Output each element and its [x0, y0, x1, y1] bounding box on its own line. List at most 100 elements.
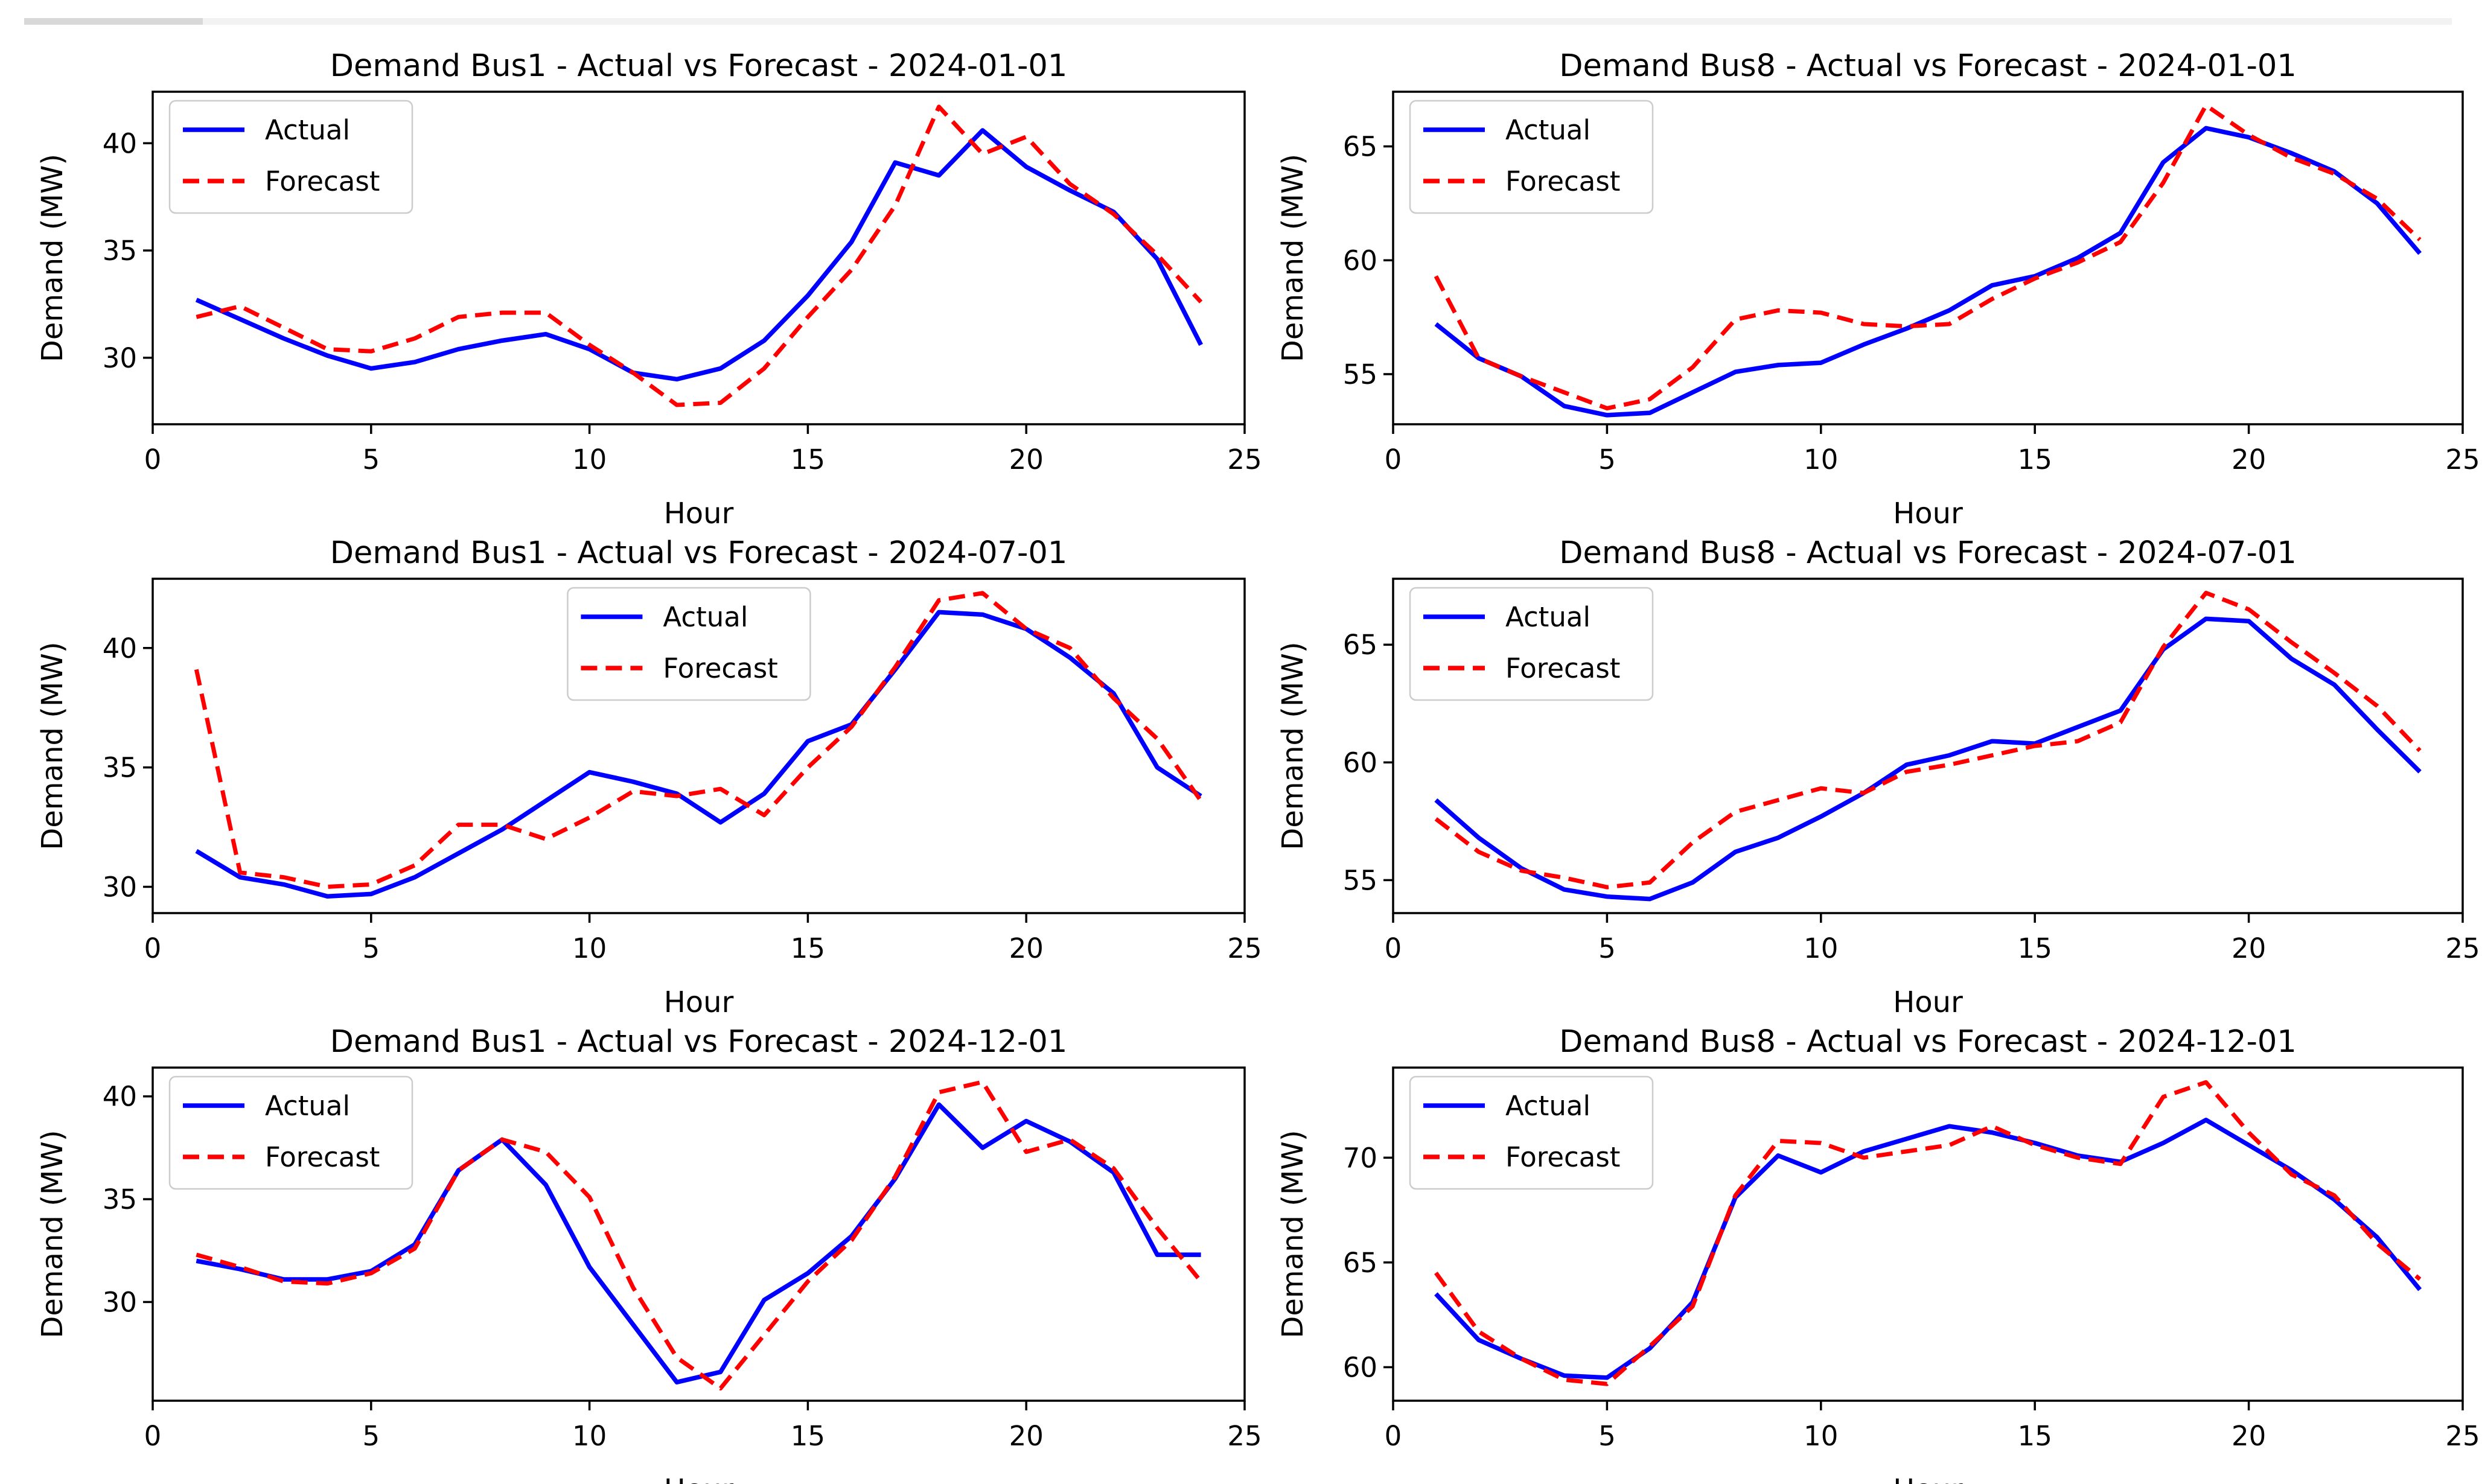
y-axis-label: Demand (MW) [36, 1130, 69, 1338]
forecast-line [196, 1080, 1203, 1391]
chart-demand-bus8-actual-vs-forecast-2024-07-01: Demand Bus8 - Actual vs Forecast - 2024-… [1276, 535, 2480, 1019]
x-tick-label: 5 [362, 444, 380, 476]
legend-actual-label: Actual [1505, 114, 1590, 146]
plot-border [1392, 91, 2464, 425]
y-tick-label: 30 [103, 1286, 137, 1318]
chart-title: Demand Bus8 - Actual vs Forecast - 2024-… [1559, 1024, 2297, 1060]
chart-title: Demand Bus1 - Actual vs Forecast - 2024-… [330, 48, 1068, 84]
y-axis-label: Demand (MW) [36, 154, 69, 362]
y-tick-label: 70 [1343, 1142, 1377, 1174]
forecast-line [1434, 590, 2422, 890]
x-axis-label: Hour [664, 986, 734, 1019]
y-tick-label: 30 [103, 871, 137, 903]
y-tick-label: 55 [1343, 864, 1377, 896]
chart-title: Demand Bus8 - Actual vs Forecast - 2024-… [1559, 48, 2297, 84]
legend: Actual Forecast [1409, 100, 1654, 214]
y-tick-label: 30 [103, 342, 137, 374]
x-tick-label: 5 [1598, 444, 1616, 476]
x-tick-label: 25 [1227, 932, 1262, 964]
forecast-line [1434, 1080, 2422, 1386]
chart-title: Demand Bus1 - Actual vs Forecast - 2024-… [330, 535, 1068, 571]
y-tick-label: 60 [1343, 244, 1377, 276]
x-tick-label: 25 [2445, 1420, 2480, 1452]
plot-border [152, 1066, 1246, 1402]
x-axis-label: Hour [664, 497, 734, 530]
actual-line [1434, 616, 2422, 902]
y-tick-label: 40 [103, 127, 137, 159]
legend-actual-label: Actual [1505, 1090, 1590, 1122]
chart-demand-bus1-actual-vs-forecast-2024-12-01: Demand Bus1 - Actual vs Forecast - 2024-… [36, 1024, 1262, 1484]
x-tick-label: 15 [791, 444, 825, 476]
x-tick-label: 25 [1227, 444, 1262, 476]
x-tick-label: 0 [1385, 932, 1402, 964]
x-tick-label: 0 [1385, 444, 1402, 476]
legend: Actual Forecast [168, 1075, 413, 1190]
legend: Actual Forecast [567, 587, 811, 701]
legend-actual-label: Actual [265, 1090, 350, 1122]
x-tick-label: 10 [572, 444, 607, 476]
y-axis-label: Demand (MW) [1276, 154, 1310, 362]
x-tick-label: 10 [572, 1420, 607, 1452]
chart-demand-bus8-actual-vs-forecast-2024-01-01: Demand Bus8 - Actual vs Forecast - 2024-… [1276, 48, 2480, 530]
y-tick-label: 40 [103, 1081, 137, 1113]
y-tick-label: 35 [103, 752, 137, 784]
x-tick-label: 0 [144, 444, 162, 476]
x-tick-label: 0 [144, 1420, 162, 1452]
x-tick-label: 10 [572, 932, 607, 964]
x-tick-label: 25 [2445, 932, 2480, 964]
y-tick-label: 65 [1343, 629, 1377, 661]
x-tick-label: 5 [1598, 932, 1616, 964]
x-axis-label: Hour [1893, 986, 1963, 1019]
x-tick-label: 5 [1598, 1420, 1616, 1452]
actual-line [1434, 1118, 2422, 1380]
actual-line [195, 128, 1203, 382]
x-tick-label: 20 [2232, 444, 2266, 476]
x-tick-label: 0 [144, 932, 162, 964]
y-tick-label: 60 [1343, 1351, 1377, 1383]
forecast-line [1434, 103, 2422, 411]
x-tick-label: 5 [362, 932, 380, 964]
x-tick-label: 10 [1804, 444, 1838, 476]
forecast-line [196, 104, 1203, 407]
x-tick-label: 15 [791, 1420, 825, 1452]
legend-forecast-label: Forecast [265, 1141, 380, 1173]
x-tick-label: 10 [1804, 1420, 1838, 1452]
chart-title: Demand Bus1 - Actual vs Forecast - 2024-… [330, 1024, 1068, 1060]
x-tick-label: 10 [1804, 932, 1838, 964]
y-tick-label: 65 [1343, 131, 1377, 163]
chart-title: Demand Bus8 - Actual vs Forecast - 2024-… [1559, 535, 2297, 571]
legend: Actual Forecast [1409, 587, 1654, 701]
legend-actual-label: Actual [663, 601, 748, 633]
legend-forecast-label: Forecast [1505, 652, 1620, 684]
legend: Actual Forecast [1409, 1075, 1654, 1190]
horizontal-scrollbar-track[interactable] [24, 18, 2452, 25]
y-tick-label: 65 [1343, 1247, 1377, 1279]
x-tick-label: 25 [2445, 444, 2480, 476]
x-tick-label: 20 [2232, 932, 2266, 964]
chart-demand-bus1-actual-vs-forecast-2024-01-01: Demand Bus1 - Actual vs Forecast - 2024-… [36, 48, 1262, 530]
plot-border [1392, 578, 2464, 914]
x-tick-label: 15 [2018, 1420, 2052, 1452]
y-axis-label: Demand (MW) [1276, 642, 1310, 850]
plot-border [152, 578, 1246, 914]
x-axis-label: Hour [664, 1473, 734, 1484]
x-tick-label: 20 [1009, 932, 1044, 964]
legend-forecast-label: Forecast [1505, 165, 1620, 197]
y-tick-label: 55 [1343, 358, 1377, 390]
x-tick-label: 20 [2232, 1420, 2266, 1452]
legend: Actual Forecast [168, 100, 413, 214]
x-tick-label: 25 [1227, 1420, 1262, 1452]
legend-forecast-label: Forecast [1505, 1141, 1620, 1173]
x-axis-label: Hour [1893, 497, 1963, 530]
plot-border [152, 91, 1246, 425]
chart-demand-bus8-actual-vs-forecast-2024-12-01: Demand Bus8 - Actual vs Forecast - 2024-… [1276, 1024, 2480, 1484]
horizontal-scrollbar-thumb[interactable] [24, 18, 203, 25]
x-tick-label: 20 [1009, 444, 1044, 476]
legend-forecast-label: Forecast [663, 652, 777, 684]
y-axis-label: Demand (MW) [1276, 1130, 1310, 1338]
y-axis-label: Demand (MW) [36, 642, 69, 850]
forecast-line [194, 591, 1203, 889]
x-tick-label: 15 [2018, 444, 2052, 476]
legend-forecast-label: Forecast [265, 165, 380, 197]
